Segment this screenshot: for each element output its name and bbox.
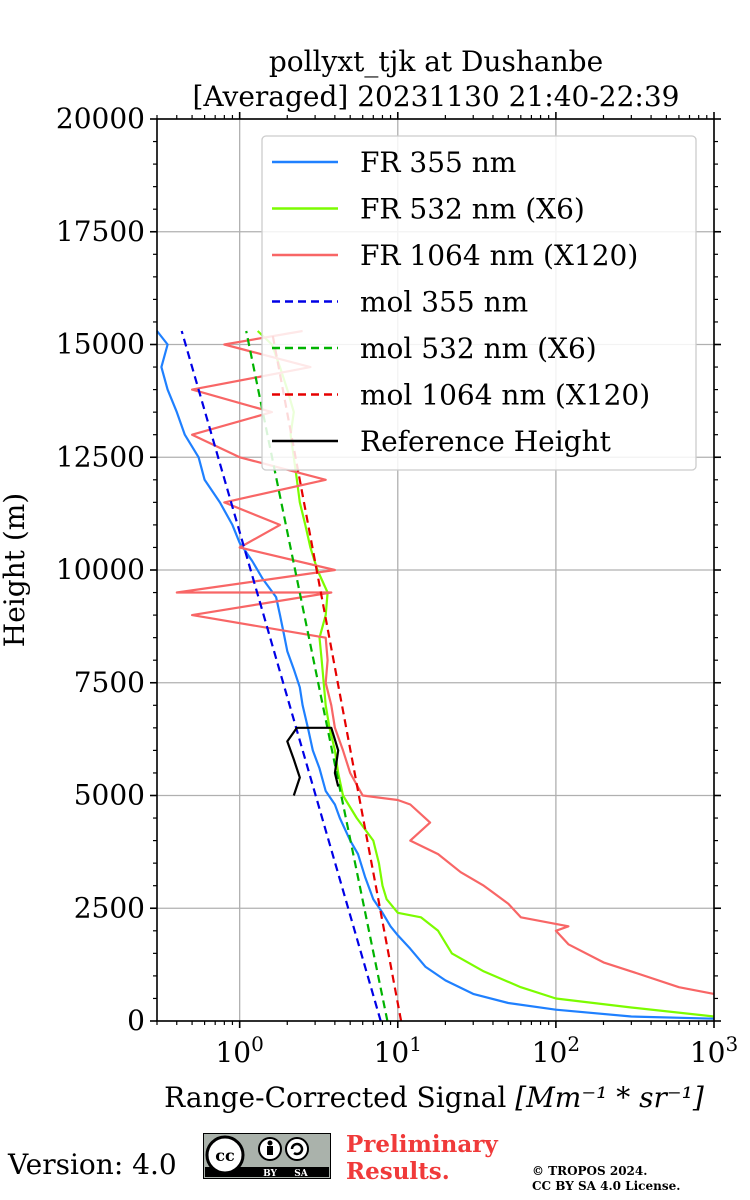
x-axis-label: Range-Corrected Signal [Mm⁻¹ * sr⁻¹] <box>164 1081 704 1114</box>
chart-title: pollyxt_tjk at Dushanbe <box>269 45 603 78</box>
y-tick-label: 7500 <box>74 666 145 699</box>
y-tick-label: 12500 <box>56 440 145 473</box>
copyright: © TROPOS 2024. CC BY SA 4.0 License. <box>532 1164 681 1193</box>
legend-label: FR 1064 nm (X120) <box>360 239 638 272</box>
version-text: Version: 4.0 <box>8 1148 177 1181</box>
legend-label: mol 1064 nm (X120) <box>360 379 650 412</box>
legend-label: Reference Height <box>360 425 612 458</box>
x-tick-label: 102 <box>532 1032 580 1069</box>
y-tick-label: 0 <box>127 1004 145 1037</box>
legend-label: FR 532 nm (X6) <box>360 193 585 226</box>
y-tick-label: 17500 <box>56 215 145 248</box>
badge-sa: SA <box>294 1169 308 1179</box>
y-tick-label: 2500 <box>74 891 145 924</box>
legend-label: mol 355 nm <box>360 286 528 319</box>
series-mol-355-nm <box>180 330 382 1022</box>
badge-by: BY <box>263 1169 277 1179</box>
legend: FR 355 nm FR 532 nm (X6) FR 1064 nm (X120)… <box>261 135 697 471</box>
cc-by-sa-badge[interactable]: cc BY SA <box>203 1133 331 1179</box>
x-tick-label: 103 <box>690 1032 738 1069</box>
chart-subtitle: [Averaged] 20231130 21:40-22:39 <box>193 80 680 113</box>
x-tick-label: 100 <box>215 1032 263 1069</box>
svg-text:cc: cc <box>215 1146 235 1165</box>
axes: 0 2500 5000 7500 10000 12500 15000 17500 20000 10… <box>56 102 738 1069</box>
y-tick-label: 5000 <box>74 779 145 812</box>
y-axis-label: Height (m) <box>0 493 31 647</box>
share-alike-icon <box>285 1137 309 1161</box>
legend-box <box>261 135 697 471</box>
y-tick-label: 10000 <box>56 553 145 586</box>
lidar-profile-chart: pollyxt_tjk at Dushanbe [Averaged] 20231… <box>0 45 738 1114</box>
x-tick-label: 101 <box>374 1032 422 1069</box>
y-tick-label: 15000 <box>56 328 145 361</box>
y-tick-label: 20000 <box>56 102 145 135</box>
legend-label: FR 355 nm <box>360 146 516 179</box>
cc-icon <box>205 1135 245 1175</box>
series-reference-height <box>286 726 340 796</box>
preliminary-results: Preliminary Results. <box>346 1131 498 1185</box>
legend-label: mol 532 nm (X6) <box>360 332 597 365</box>
